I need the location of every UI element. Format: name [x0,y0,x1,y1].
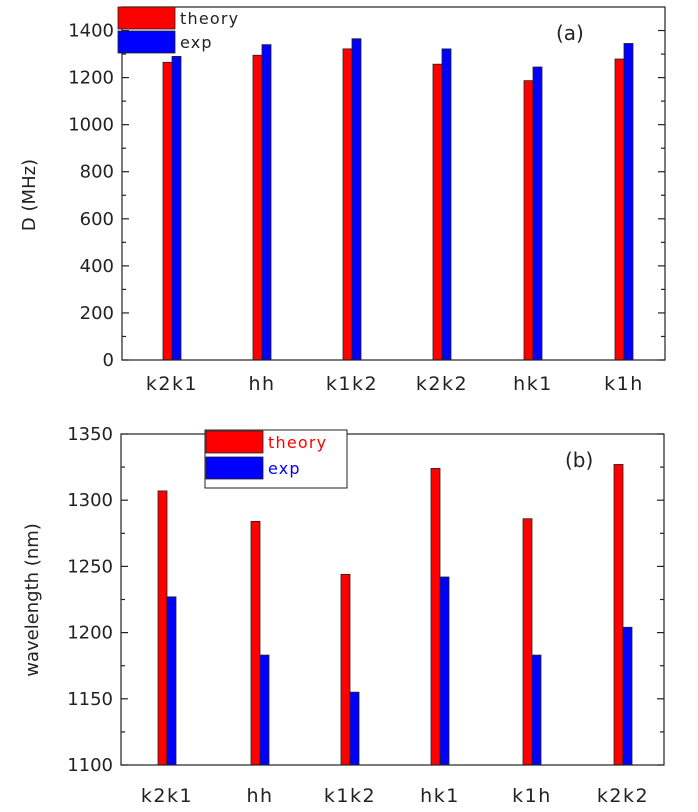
x-tick-label-k2k1-b: k2k1 [141,785,193,807]
ticks-group-a: 0 200 400 600 800 1000 1200 1400 k2k1 hh k1k2 k2k2 h… [68,21,665,395]
x-tick-label-k2k2-b: k2k2 [597,785,649,807]
bar-theory-k2k2-b [613,464,624,766]
y-tick-label-a: 0 [103,350,114,371]
bar-theory-k2k1-b [157,490,168,766]
y-tick-label-a: 200 [80,303,114,324]
x-tick-label-hk1-b: hk1 [420,785,460,807]
legend-swatch-theory-a [117,6,176,30]
y-axis-title-a: D (MHz) [19,159,40,231]
legend-swatch-exp-a [117,30,176,54]
chart-panel-a: 0 200 400 600 800 1000 1200 1400 k2k1 hh k1k2 k2k2 h… [19,6,666,395]
bar-theory-hk1-b [430,468,441,766]
bar-exp-k1k2-a [351,38,362,361]
bar-theory-hh-b [250,520,261,766]
bar-exp-k1h-a [623,43,634,361]
x-tick-label-k2k2-a: k2k2 [416,373,468,395]
x-tick-label-k1h-b: k1h [512,785,552,807]
legend-label-theory-a: theory [180,9,239,28]
x-tick-label-k2k1-a: k2k1 [146,373,198,395]
bar-exp-k2k2-b [622,626,633,766]
bar-exp-k2k1-a [171,56,182,361]
bar-exp-k1h-b [531,654,542,766]
bar-theory-hh-a [252,54,263,361]
x-tick-label-hh-b: hh [246,785,273,807]
y-tick-label-a: 400 [80,256,114,277]
legend-swatch-theory-b [205,430,264,454]
y-tick-label-a: 1000 [68,115,114,136]
bar-theory-k1k2-b [340,573,351,766]
panel-label-b: (b) [565,448,593,472]
y-tick-label-a: 1400 [68,21,114,42]
ticks-group-b: 1100 1150 1200 1250 1300 1350 k2k1 hh k1k2 hk1 k1h… [67,424,664,807]
y-tick-label-b: 1300 [67,490,113,511]
y-tick-label-b: 1350 [67,424,113,445]
y-tick-label-a: 1200 [68,68,114,89]
x-tick-label-hk1-a: hk1 [513,373,553,395]
bars-group-b [157,464,633,766]
bar-theory-k2k2-a [432,63,443,361]
panel-label-a: (a) [556,21,584,45]
legend-b: theory exp [204,429,348,489]
bar-exp-hh-a [261,44,272,361]
x-tick-label-k1k2-a: k1k2 [326,373,378,395]
y-tick-label-b: 1150 [67,689,113,710]
bar-theory-hk1-a [523,80,534,361]
y-tick-label-b: 1250 [67,556,113,577]
bar-exp-k1k2-b [349,691,360,766]
bar-exp-hk1-a [532,66,543,361]
legend-swatch-exp-b [205,456,264,480]
y-axis-title-b: wavelength (nm) [22,523,43,677]
bar-exp-hk1-b [439,576,450,766]
y-tick-label-a: 600 [80,209,114,230]
legend-a: theory exp [117,6,239,54]
x-tick-label-k1h-a: k1h [604,373,644,395]
plot-frame-b [120,433,665,766]
bar-exp-k2k2-a [441,48,452,361]
y-tick-label-b: 1100 [67,755,113,776]
x-tick-label-k1k2-b: k1k2 [324,785,376,807]
chart-panel-b: 1100 1150 1200 1250 1300 1350 k2k1 hh k1k2 hk1 k1h… [22,424,665,807]
bar-theory-k2k1-a [162,61,173,361]
bar-theory-k1k2-a [342,48,353,361]
legend-label-exp-b: exp [268,459,301,478]
bar-exp-hh-b [259,654,270,766]
y-tick-label-b: 1200 [67,623,113,644]
y-tick-label-a: 800 [80,162,114,183]
x-tick-label-hh-a: hh [248,373,275,395]
bar-exp-k2k1-b [166,596,177,766]
legend-label-theory-b: theory [268,433,327,452]
bars-group-a [162,38,634,361]
plot-frame-a [121,6,666,361]
bar-theory-k1h-a [614,58,625,361]
legend-label-exp-a: exp [180,33,213,52]
bar-theory-k1h-b [522,518,533,766]
